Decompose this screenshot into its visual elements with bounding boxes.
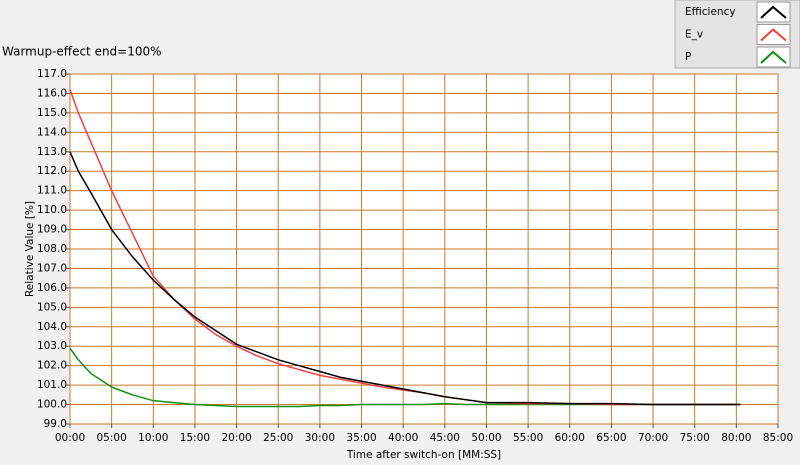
y-tick-label: 110.0 bbox=[37, 204, 67, 216]
x-tick-label: 45:00 bbox=[430, 432, 460, 444]
x-tick-label: 65:00 bbox=[596, 432, 626, 444]
x-tick-label: 40:00 bbox=[388, 432, 418, 444]
y-tick-label: 104.0 bbox=[37, 321, 67, 333]
y-tick-label: 112.0 bbox=[37, 165, 67, 177]
x-tick-label: 05:00 bbox=[97, 432, 127, 444]
legend-label: Efficiency bbox=[685, 6, 736, 18]
series-line bbox=[69, 347, 741, 408]
y-axis-label: Relative Value [%] bbox=[24, 201, 36, 297]
x-tick-label: 30:00 bbox=[305, 432, 335, 444]
y-tick-label: 102.0 bbox=[37, 360, 67, 372]
x-tick-label: 60:00 bbox=[555, 432, 585, 444]
x-tick-label: 85:00 bbox=[763, 432, 793, 444]
x-tick-label: 25:00 bbox=[263, 432, 293, 444]
y-tick-label: 113.0 bbox=[37, 146, 67, 158]
x-tick-label: 20:00 bbox=[221, 432, 251, 444]
x-tick-label: 80:00 bbox=[721, 432, 751, 444]
x-tick-label: 50:00 bbox=[471, 432, 501, 444]
x-tick-label: 70:00 bbox=[638, 432, 668, 444]
legend-icon bbox=[760, 5, 787, 19]
x-tick-label: 15:00 bbox=[180, 432, 210, 444]
y-tick-label: 115.0 bbox=[37, 107, 67, 119]
y-tick-label: 106.0 bbox=[37, 282, 67, 294]
y-tick-label: 101.0 bbox=[37, 379, 67, 391]
x-tick-label: 75:00 bbox=[680, 432, 710, 444]
x-axis-label: Time after switch-on [MM:SS] bbox=[346, 449, 501, 461]
legend-label: E_v bbox=[685, 29, 703, 41]
legend-icon bbox=[760, 50, 787, 64]
x-tick-label: 00:00 bbox=[55, 432, 85, 444]
y-tick-label: 117.0 bbox=[37, 68, 67, 80]
y-tick-label: 114.0 bbox=[37, 126, 67, 138]
y-tick-label: 107.0 bbox=[37, 262, 67, 274]
y-tick-label: 103.0 bbox=[37, 340, 67, 352]
x-tick-label: 35:00 bbox=[346, 432, 376, 444]
legend-icon bbox=[760, 28, 787, 42]
y-tick-label: 100.0 bbox=[37, 399, 67, 411]
y-tick-label: 116.0 bbox=[37, 87, 67, 99]
y-tick-label: 111.0 bbox=[37, 185, 67, 197]
y-tick-label: 108.0 bbox=[37, 243, 67, 255]
y-tick-label: 109.0 bbox=[37, 224, 67, 236]
legend-icon-box bbox=[756, 1, 791, 23]
series-line bbox=[69, 151, 741, 406]
chart-title: Warmup-effect end=100% bbox=[2, 45, 162, 59]
legend-label: P bbox=[685, 51, 691, 63]
x-tick-label: 55:00 bbox=[513, 432, 543, 444]
y-tick-label: 99.0 bbox=[44, 418, 67, 430]
y-tick-label: 105.0 bbox=[37, 301, 67, 313]
legend-icon-box bbox=[756, 46, 791, 68]
x-tick-label: 10:00 bbox=[138, 432, 168, 444]
legend-icon-box bbox=[756, 24, 791, 45]
